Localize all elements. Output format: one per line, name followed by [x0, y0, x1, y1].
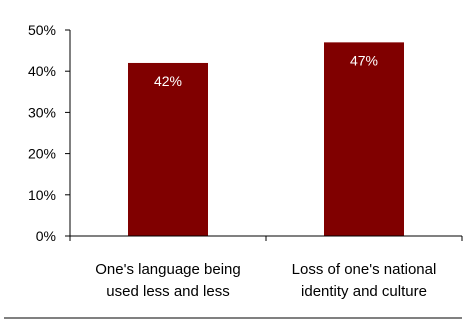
y-tick-label: 40%: [28, 63, 56, 79]
bar-data-labels: 42% 47%: [154, 52, 378, 89]
y-tick-label: 30%: [28, 104, 56, 120]
bar: [128, 62, 208, 237]
category-label: Loss of one's national identity and cultu…: [292, 261, 437, 300]
y-tick-label: 50%: [28, 22, 56, 38]
bar-value-label: 47%: [350, 52, 378, 68]
y-tick-label: 20%: [28, 146, 56, 162]
bars: [128, 42, 404, 237]
category-label: One's language being used less and less: [95, 261, 240, 300]
y-tick-label: 0%: [36, 228, 56, 244]
bar: [324, 42, 404, 236]
y-axis-tick-labels: 0% 10% 20% 30% 40% 50%: [28, 22, 56, 244]
y-axis-ticks: [65, 29, 70, 237]
x-axis-category-labels: One's language being used less and less Lo…: [95, 261, 436, 300]
x-axis-ticks: [69, 236, 463, 241]
y-tick-label: 10%: [28, 187, 56, 203]
bar-value-label: 42%: [154, 73, 182, 89]
